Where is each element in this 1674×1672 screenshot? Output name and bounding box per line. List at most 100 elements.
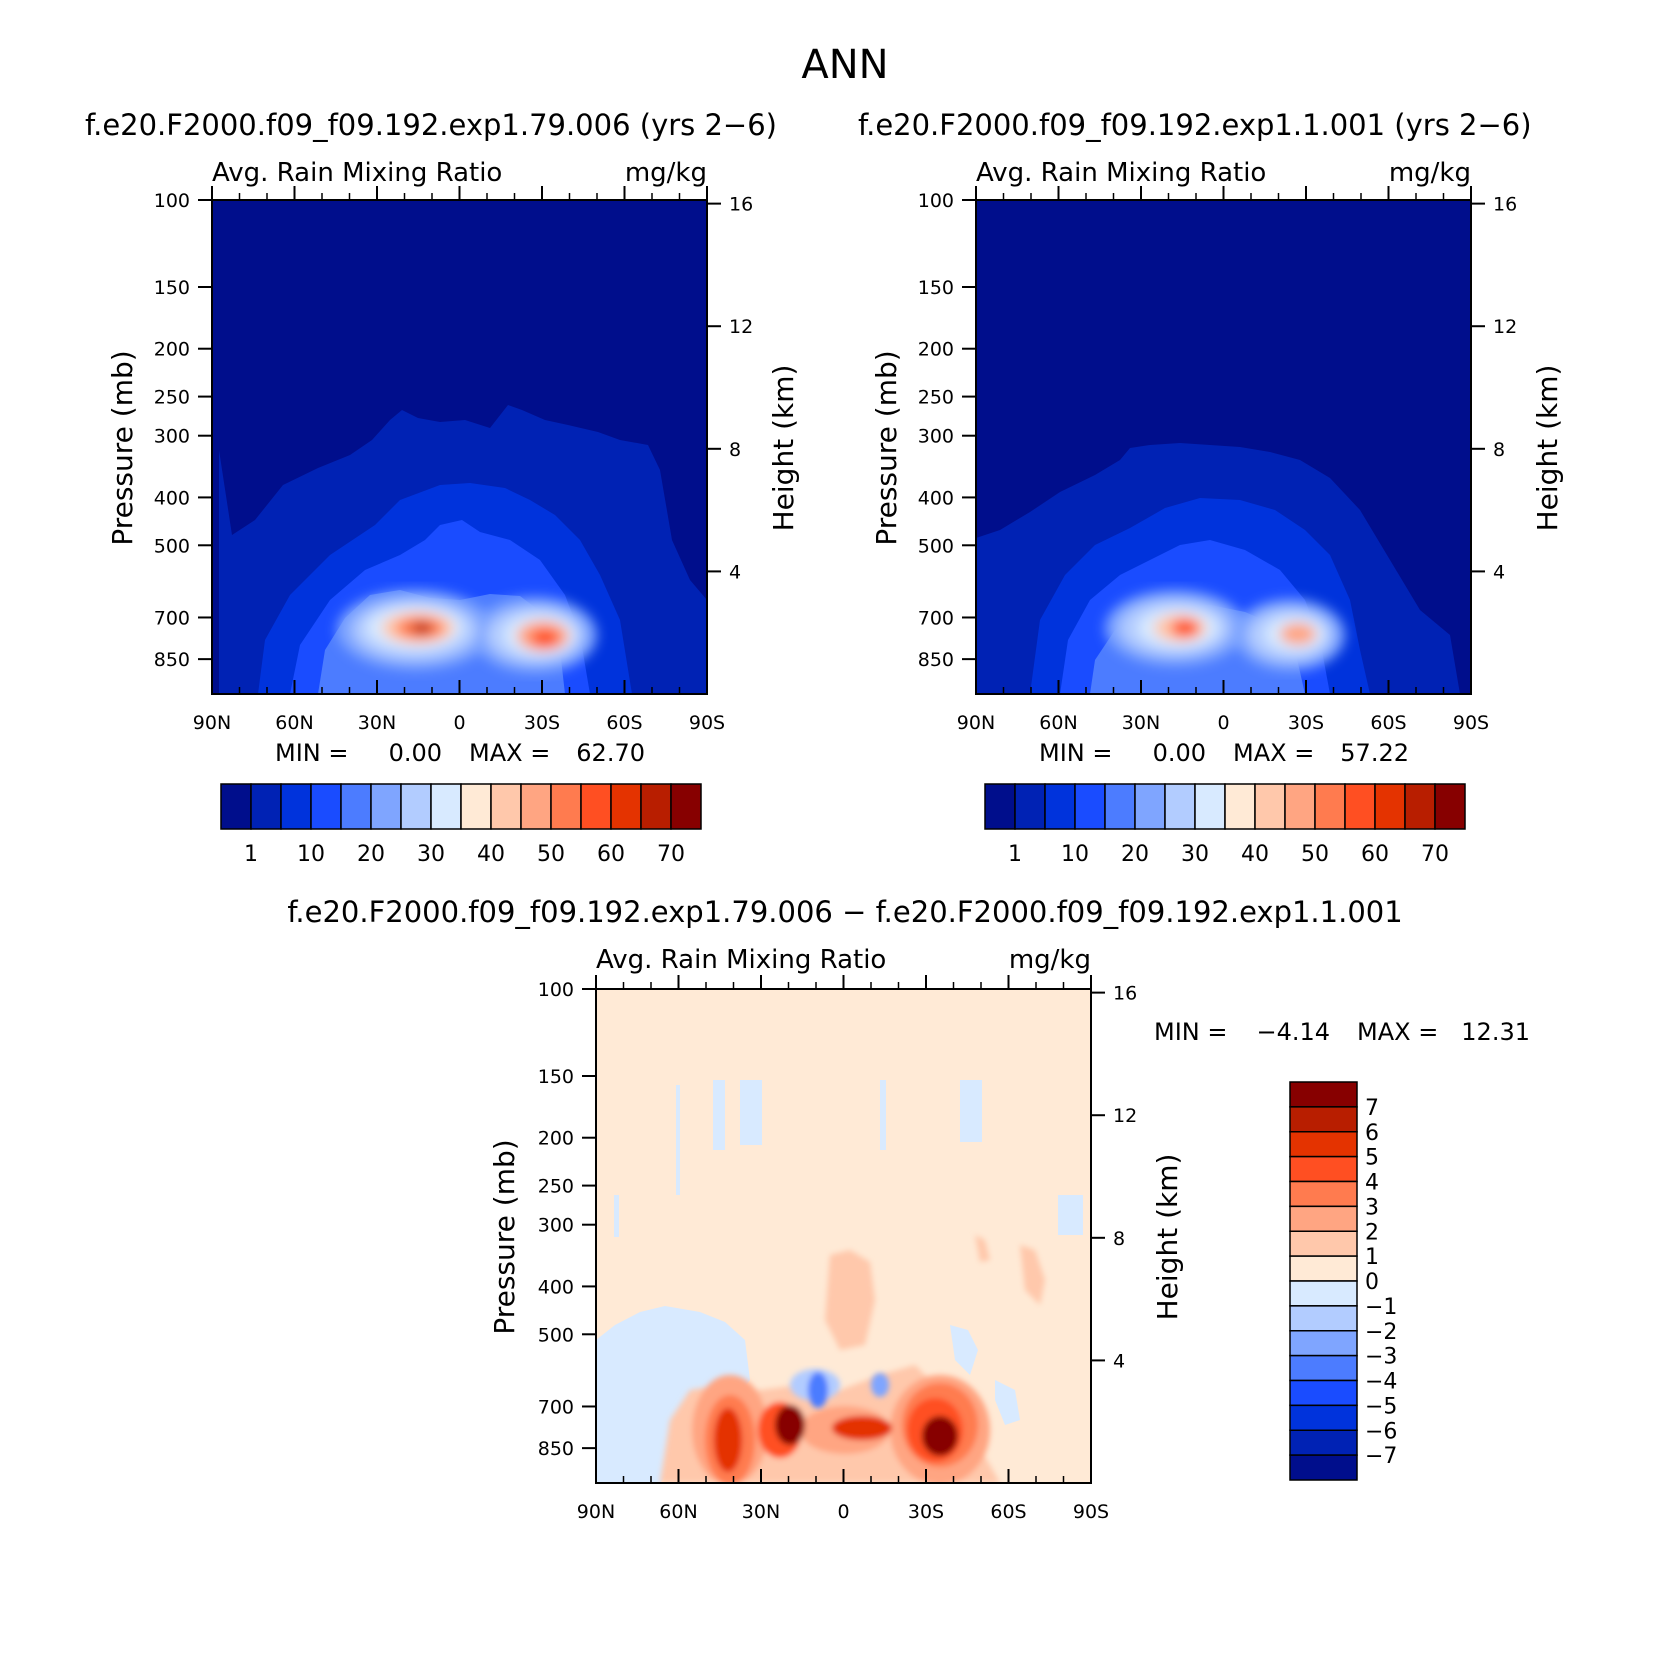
colorbar-box	[1289, 1429, 1358, 1456]
max-value: 57.22	[1340, 739, 1409, 767]
colorbar-box	[670, 783, 702, 830]
contour-level-neg	[880, 1080, 886, 1150]
colorbar-label: 70	[1421, 842, 1449, 867]
contour-level-1-2	[975, 1235, 990, 1262]
y-tick-label: 700	[918, 607, 954, 629]
x-tick-label: 60S	[990, 1501, 1026, 1523]
colorbar-box	[1434, 783, 1466, 830]
y-tick-label: 500	[918, 535, 954, 557]
contour-inner	[337, 590, 597, 673]
y-axis: 100 150 200 250 300 400 500 700 850	[154, 190, 212, 671]
y-right-tick-label: 12	[729, 316, 753, 338]
panel-title: f.e20.F2000.f09_f09.192.exp1.79.006 (yrs…	[85, 108, 777, 142]
colorbar: 1 10 20 30 40 50 60 70	[984, 783, 1466, 867]
colorbar-box	[430, 783, 462, 830]
colorbar-box	[1374, 783, 1406, 830]
colorbar-label: 60	[1361, 842, 1389, 867]
contour-level-neg	[614, 1195, 619, 1237]
colorbar-box	[250, 783, 282, 830]
colorbar-label: 30	[1181, 842, 1209, 867]
colorbar-label: 20	[357, 842, 385, 867]
y-tick-label: 400	[538, 1276, 574, 1298]
x-axis: 90N 60N 30N 0 30S 60S 90S	[577, 975, 1109, 1523]
y-right-tick-label: 4	[1493, 561, 1505, 583]
contour-inner	[1105, 590, 1345, 671]
colorbar-box	[1044, 783, 1076, 830]
contour-level-neg	[1058, 1195, 1083, 1235]
x-tick-label: 90S	[1453, 712, 1489, 734]
colorbar-label: 20	[1121, 842, 1149, 867]
colorbar-label: −1	[1365, 1295, 1397, 1320]
contour-positive	[660, 1235, 1045, 1483]
colorbar-label: 4	[1365, 1171, 1379, 1196]
colorbar-box	[1194, 783, 1226, 830]
min-label: MIN =	[275, 739, 348, 767]
y-axis-right-title: Height (km)	[1151, 1154, 1184, 1321]
y-tick-label: 700	[154, 607, 190, 629]
y-right-tick-label: 16	[1113, 983, 1137, 1005]
x-tick-label: 60N	[275, 712, 313, 734]
max-value: 62.70	[576, 739, 645, 767]
colorbar-box	[400, 783, 432, 830]
min-value: 0.00	[389, 739, 442, 767]
y-right-tick-label: 4	[1113, 1350, 1125, 1372]
y-tick-label: 100	[154, 190, 190, 212]
contour-level-7	[922, 1416, 958, 1456]
colorbar-box	[1254, 783, 1286, 830]
x-tick-label: 90N	[577, 1501, 615, 1523]
colorbar-box	[1289, 1280, 1358, 1307]
x-tick-label: 30S	[908, 1501, 944, 1523]
y-tick-label: 250	[538, 1176, 574, 1198]
x-tick-label: 30N	[358, 712, 396, 734]
contour-level-14	[412, 622, 432, 634]
y-axis-right: 16 12 8 4	[1471, 194, 1517, 583]
contour-level-1-2	[1020, 1245, 1045, 1305]
colorbar-label: 5	[1365, 1146, 1379, 1171]
colorbar-box	[1289, 1255, 1358, 1282]
y-tick-label: 850	[154, 649, 190, 671]
colorbar-box	[1289, 1379, 1358, 1407]
colorbar-box	[1289, 1330, 1358, 1357]
min-value: 0.00	[1153, 739, 1206, 767]
colorbar-box	[1289, 1131, 1358, 1158]
colorbar-label: −7	[1365, 1444, 1397, 1469]
contour-level-12	[531, 629, 559, 647]
contour-level-1-2	[825, 1250, 875, 1350]
colorbar-label: 40	[477, 842, 505, 867]
colorbar-box	[1289, 1205, 1358, 1232]
panel-title: f.e20.F2000.f09_f09.192.exp1.1.001 (yrs …	[858, 108, 1532, 142]
contour-level-7	[775, 1405, 805, 1445]
colorbar-box	[984, 783, 1016, 830]
y-axis-title: Pressure (mb)	[106, 350, 139, 545]
y-right-tick-label: 8	[1493, 439, 1505, 461]
y-tick-label: 150	[538, 1066, 574, 1088]
x-tick-label: 60N	[1039, 712, 1077, 734]
min-label: MIN =	[1039, 739, 1112, 767]
panel-case: f.e20.F2000.f09_f09.192.exp1.79.006 (yrs…	[85, 108, 800, 867]
min-value: −4.14	[1256, 1018, 1330, 1046]
field-label: Avg. Rain Mixing Ratio	[976, 158, 1266, 188]
contour-level-neg	[995, 1380, 1020, 1425]
colorbar-label: 3	[1365, 1195, 1379, 1220]
y-right-tick-label: 8	[729, 439, 741, 461]
colorbar-box	[520, 783, 552, 830]
contour-field	[976, 200, 1471, 694]
contour-level-5-6	[832, 1416, 892, 1440]
colorbar-box	[640, 783, 672, 830]
contour-field	[596, 989, 1091, 1483]
colorbar-box	[490, 783, 522, 830]
colorbar-label: 60	[597, 842, 625, 867]
y-tick-label: 200	[918, 339, 954, 361]
contour-level-neg	[871, 1373, 889, 1397]
y-tick-label: 100	[538, 979, 574, 1001]
y-right-tick-label: 12	[1113, 1105, 1137, 1127]
colorbar-label: −5	[1365, 1394, 1397, 1419]
y-axis-right: 16 12 8 4	[1091, 983, 1137, 1372]
colorbar-box	[1284, 783, 1316, 830]
colorbar-box	[310, 783, 342, 830]
y-tick-label: 200	[538, 1128, 574, 1150]
y-axis-title: Pressure (mb)	[488, 1139, 521, 1334]
colorbar-label: 70	[657, 842, 685, 867]
x-tick-label: 90S	[689, 712, 725, 734]
contour-level-neg	[740, 1080, 762, 1145]
